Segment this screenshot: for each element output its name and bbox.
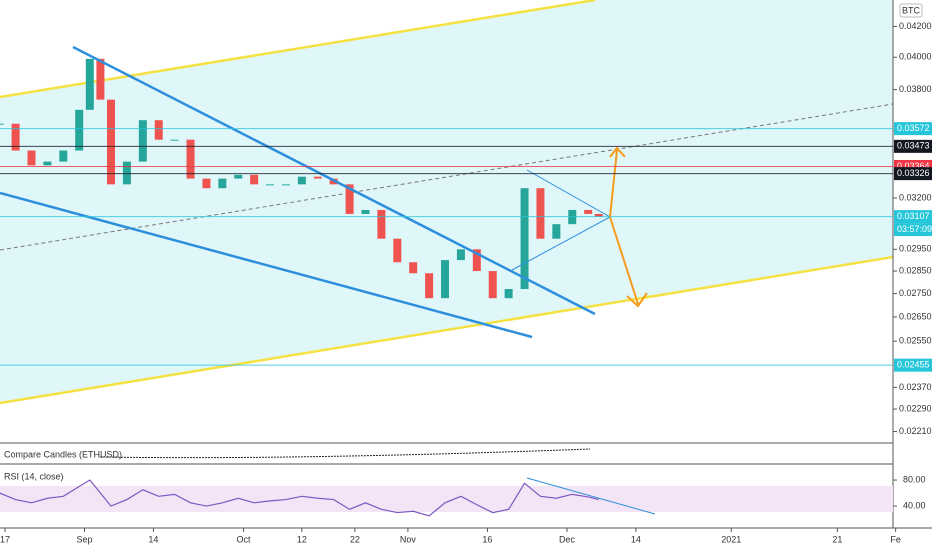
- price-tag-label: 0.03364: [897, 161, 930, 171]
- candle: [11, 123, 20, 151]
- dashed-trend: [0, 103, 894, 251]
- candle: [138, 120, 147, 162]
- candle: [218, 178, 227, 189]
- wedge-upper: [72, 45, 596, 316]
- x-tick-label: 22: [350, 534, 360, 544]
- candle: [96, 58, 105, 100]
- candle: [202, 178, 211, 189]
- x-tick-label: 12: [297, 534, 307, 544]
- candle: [154, 120, 163, 140]
- candle: [170, 139, 179, 141]
- countdown-tag: [894, 223, 932, 237]
- arrow-down: [609, 216, 639, 305]
- x-tick-label: 14: [631, 534, 641, 544]
- compare-label: Compare Candles (ETHUSD): [4, 449, 122, 459]
- y-tick-label: 0.03800: [899, 84, 932, 94]
- x-tick-label: Fe: [890, 534, 901, 544]
- candle: [0, 123, 4, 125]
- y-tick-label: 0.02550: [899, 336, 932, 346]
- price-tag: [894, 122, 932, 136]
- arrow-down-head: [626, 292, 648, 308]
- candle: [425, 273, 434, 299]
- x-tick-label: 17: [0, 534, 10, 544]
- candle: [43, 161, 52, 166]
- y-tick-label: 0.04200: [899, 21, 932, 31]
- candle: [377, 209, 386, 239]
- price-tag: [894, 167, 932, 181]
- arrow-up: [609, 149, 618, 218]
- price-tag: [894, 358, 932, 372]
- candle: [107, 99, 116, 185]
- y-tick-label: 0.03200: [899, 192, 932, 202]
- price-tag: [894, 139, 932, 153]
- candle: [297, 176, 306, 185]
- rsi-tick-label: 40.00: [903, 500, 926, 510]
- candle: [552, 224, 561, 239]
- price-tag: [894, 210, 932, 224]
- rsi-line: [0, 479, 599, 517]
- x-tick-label: 2021: [721, 534, 741, 544]
- candle: [361, 209, 370, 214]
- x-tick-label: Dec: [559, 534, 576, 544]
- rsi-tick-label: 80.00: [903, 474, 926, 484]
- channel-fill: [0, 0, 893, 403]
- arrow-up-head: [609, 146, 626, 158]
- rsi-trend: [526, 477, 656, 515]
- candle: [75, 109, 84, 151]
- price-tag-label: 0.02455: [897, 360, 930, 370]
- price-tag-label: 0.03107: [897, 211, 930, 221]
- candle: [266, 184, 275, 186]
- candle: [122, 161, 131, 185]
- candle: [536, 188, 545, 239]
- price-tag-label: 0.03473: [897, 141, 930, 151]
- candle: [441, 260, 450, 299]
- candle: [186, 139, 195, 179]
- candle: [584, 209, 593, 214]
- y-tick-label: 0.02290: [899, 403, 932, 413]
- candle: [234, 174, 243, 179]
- y-tick-label: 0.02950: [899, 244, 932, 254]
- candle: [456, 249, 465, 261]
- candle: [594, 213, 603, 217]
- symbol: BTC: [902, 5, 921, 15]
- candle: [27, 150, 36, 166]
- y-tick-label: 0.04000: [899, 52, 932, 62]
- marks: [0, 58, 603, 299]
- y-tick-label: 0.02210: [899, 426, 932, 436]
- countdown: 03:57:09: [897, 224, 932, 234]
- x-tick-label: Oct: [237, 534, 252, 544]
- candle: [345, 184, 354, 214]
- symbol-box: [899, 3, 923, 18]
- candle: [472, 249, 481, 272]
- candle: [250, 174, 259, 185]
- rsi-band: [0, 486, 893, 512]
- candle: [85, 58, 94, 110]
- candle: [504, 289, 513, 299]
- y-tick-label: 0.02370: [899, 382, 932, 392]
- x-tick-label: 14: [148, 534, 158, 544]
- rsi-label: RSI (14, close): [4, 471, 64, 481]
- candle: [409, 262, 418, 274]
- candle: [313, 176, 322, 179]
- x-tick-label: 21: [832, 534, 842, 544]
- candle: [281, 184, 290, 186]
- channel-lower: [0, 255, 894, 405]
- x-tick-label: Sep: [76, 534, 92, 544]
- y-tick-label: 0.02750: [899, 288, 932, 298]
- y-tick-label: 0.02650: [899, 311, 932, 321]
- price-tag-label: 0.03572: [897, 123, 930, 133]
- y-tick-label: 0.02850: [899, 265, 932, 275]
- candle: [59, 150, 68, 162]
- candle: [488, 271, 497, 299]
- candle: [393, 238, 402, 263]
- x-tick-label: Nov: [400, 534, 417, 544]
- compare-line: [99, 448, 591, 459]
- x-tick-label: 16: [482, 534, 492, 544]
- price-tag-label: 0.03326: [897, 168, 930, 178]
- candle: [520, 188, 529, 290]
